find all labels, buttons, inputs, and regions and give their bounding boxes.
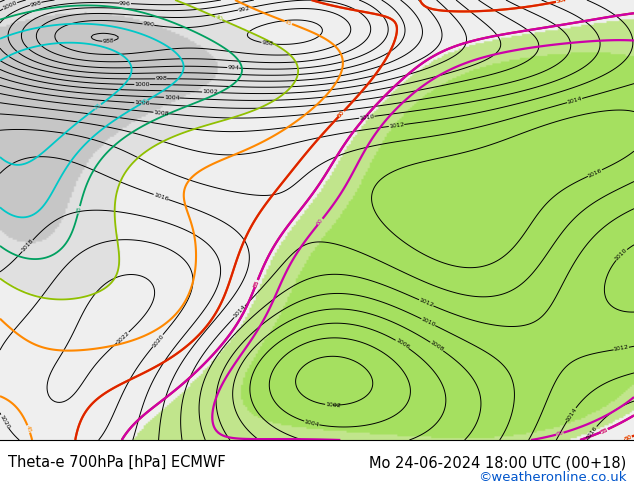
Text: 35: 35 <box>75 205 82 214</box>
Text: 1000: 1000 <box>134 82 150 87</box>
Text: 1012: 1012 <box>389 122 404 129</box>
Text: 990: 990 <box>142 22 155 28</box>
Text: 994: 994 <box>227 65 240 71</box>
Text: 60: 60 <box>316 217 325 226</box>
Text: 1018: 1018 <box>20 238 35 253</box>
Text: 50: 50 <box>624 434 633 442</box>
Text: 1016: 1016 <box>585 425 598 441</box>
Text: 25: 25 <box>93 102 103 111</box>
Text: 30: 30 <box>139 98 149 106</box>
Text: 50: 50 <box>337 109 346 118</box>
Text: 988: 988 <box>261 40 273 47</box>
Text: Theta-e 700hPa [hPa] ECMWF: Theta-e 700hPa [hPa] ECMWF <box>8 455 225 470</box>
Text: Mo 24-06-2024 18:00 UTC (00+18): Mo 24-06-2024 18:00 UTC (00+18) <box>369 455 626 470</box>
Text: 1012: 1012 <box>418 297 434 308</box>
Text: 1002: 1002 <box>325 402 341 408</box>
Text: 1010: 1010 <box>614 247 628 262</box>
Text: 1014: 1014 <box>566 96 583 105</box>
Text: 998: 998 <box>29 0 42 8</box>
Text: 1014: 1014 <box>565 406 578 422</box>
Text: 988: 988 <box>102 38 114 44</box>
Text: 55: 55 <box>600 427 609 435</box>
Text: 1004: 1004 <box>164 95 179 100</box>
Text: 55: 55 <box>252 279 260 288</box>
Text: 50: 50 <box>337 109 346 118</box>
Text: 1020: 1020 <box>0 414 11 430</box>
Text: 992: 992 <box>238 5 250 13</box>
Text: 1020: 1020 <box>151 333 165 348</box>
Text: 1016: 1016 <box>587 168 603 178</box>
Text: 1014: 1014 <box>233 304 247 319</box>
Text: 1004: 1004 <box>304 419 320 428</box>
Text: 1002: 1002 <box>202 90 218 95</box>
Text: 1006: 1006 <box>134 100 150 106</box>
Text: 60: 60 <box>555 430 564 437</box>
Text: 50: 50 <box>555 0 564 4</box>
Text: 996: 996 <box>119 0 131 6</box>
Text: 40: 40 <box>214 15 223 22</box>
Text: 1006: 1006 <box>394 338 410 350</box>
Text: 45: 45 <box>284 19 293 26</box>
Text: 1010: 1010 <box>359 114 375 121</box>
Text: 50: 50 <box>624 434 633 442</box>
Text: 55: 55 <box>600 427 609 435</box>
Text: ©weatheronline.co.uk: ©weatheronline.co.uk <box>478 471 626 484</box>
Text: 1000: 1000 <box>2 0 18 11</box>
Text: 1008: 1008 <box>153 110 169 116</box>
Text: 50: 50 <box>555 0 564 4</box>
Text: 1008: 1008 <box>429 340 444 353</box>
Text: 45: 45 <box>25 424 32 434</box>
Text: 1016: 1016 <box>153 192 169 202</box>
Text: 1010: 1010 <box>420 317 436 328</box>
Text: 1022: 1022 <box>115 330 131 344</box>
Text: 1012: 1012 <box>613 345 630 352</box>
Text: 55: 55 <box>252 279 260 288</box>
Text: 998: 998 <box>155 76 167 81</box>
